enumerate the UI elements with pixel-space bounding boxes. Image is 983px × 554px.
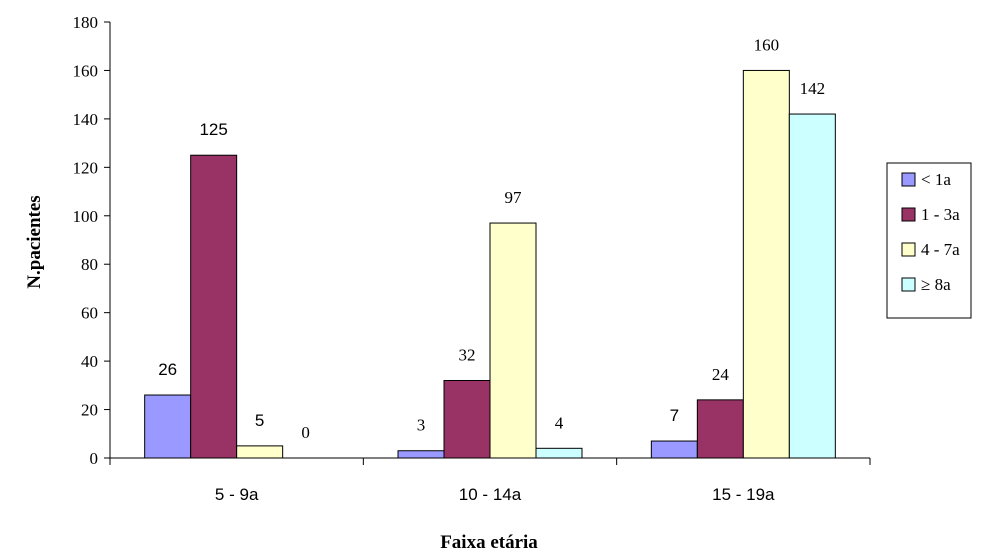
bar-data-label: 32 bbox=[459, 345, 476, 364]
y-axis-title: N.pacientes bbox=[24, 195, 45, 288]
legend-swatch bbox=[901, 277, 916, 292]
legend-label: 4 - 7a bbox=[921, 240, 960, 259]
x-tick-label: 10 - 14a bbox=[459, 485, 522, 504]
bar-data-label: 3 bbox=[417, 416, 426, 435]
legend-label: 1 - 3a bbox=[921, 205, 960, 224]
y-tick-label: 0 bbox=[90, 449, 99, 468]
y-tick-label: 80 bbox=[81, 255, 98, 274]
legend-swatch bbox=[901, 242, 916, 257]
y-tick-label: 20 bbox=[81, 401, 98, 420]
x-tick-label: 15 - 19a bbox=[712, 485, 775, 504]
x-tick-label: 5 - 9a bbox=[215, 485, 259, 504]
bar-data-label: 24 bbox=[712, 365, 730, 384]
y-tick-label: 40 bbox=[81, 352, 98, 371]
y-tick-label: 120 bbox=[73, 158, 99, 177]
bar bbox=[144, 394, 192, 459]
legend-swatch bbox=[901, 172, 916, 187]
bar bbox=[443, 379, 491, 459]
legend: < 1a 1 - 3a 4 - 7a ≥ 8a bbox=[886, 162, 972, 319]
bar-data-label: 142 bbox=[800, 79, 826, 98]
legend-box bbox=[886, 162, 972, 319]
y-tick-label: 160 bbox=[73, 61, 99, 80]
bar-data-label: 125 bbox=[199, 120, 227, 139]
y-axis: 0 20 40 60 80 100 120 140 160 180 bbox=[73, 13, 111, 468]
bar bbox=[535, 447, 583, 459]
bar bbox=[696, 399, 744, 459]
data-labels: 26 3 7 125 32 24 5 97 160 0 4 142 bbox=[158, 35, 825, 442]
x-axis-title: Faixa etária bbox=[440, 532, 538, 553]
bar-data-label: 160 bbox=[754, 35, 780, 54]
y-tick-label: 180 bbox=[73, 13, 99, 32]
bar bbox=[650, 440, 698, 459]
bar bbox=[742, 69, 790, 459]
bar-data-label: 4 bbox=[555, 413, 564, 432]
y-tick-label: 60 bbox=[81, 304, 98, 323]
bar-data-label: 5 bbox=[255, 411, 264, 430]
y-tick-label: 100 bbox=[73, 207, 99, 226]
legend-label: ≥ 8a bbox=[921, 275, 951, 294]
bar-data-label: 26 bbox=[158, 360, 177, 379]
bar bbox=[788, 113, 836, 459]
bar bbox=[236, 445, 284, 459]
bar-data-label: 0 bbox=[301, 423, 310, 442]
legend-label: < 1a bbox=[921, 170, 951, 189]
bar-data-label: 97 bbox=[505, 188, 523, 207]
x-axis: 5 - 9a 10 - 14a 15 - 19a bbox=[109, 457, 871, 504]
bar-data-label: 7 bbox=[670, 406, 679, 425]
bar bbox=[397, 450, 445, 459]
bars bbox=[144, 69, 836, 459]
legend-swatch bbox=[901, 207, 916, 222]
bar bbox=[489, 222, 537, 459]
bar bbox=[190, 154, 238, 459]
y-tick-label: 140 bbox=[73, 110, 99, 129]
